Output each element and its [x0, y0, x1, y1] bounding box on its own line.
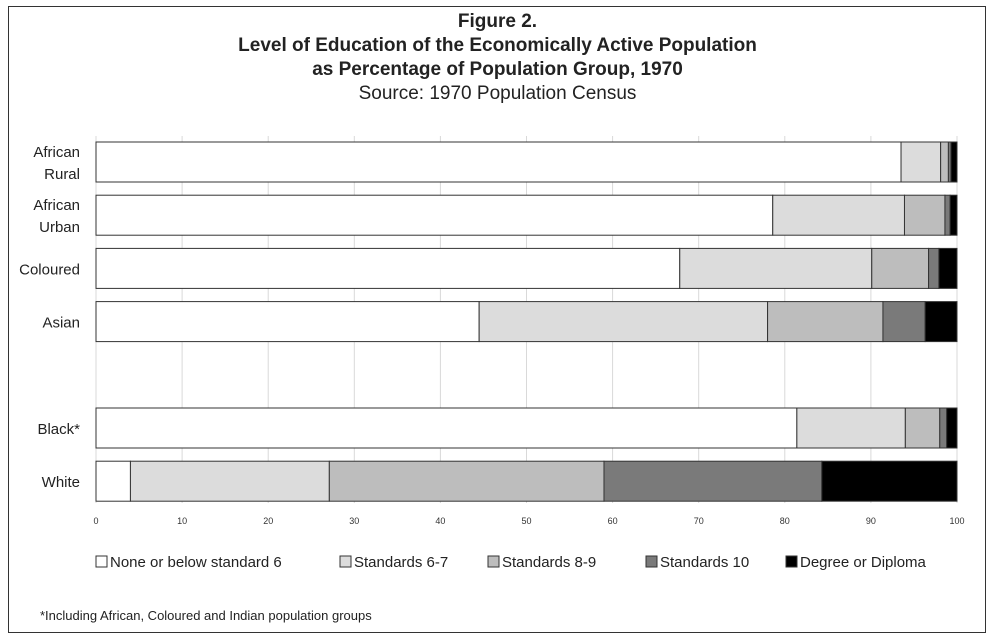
legend-swatch-1: [339, 555, 352, 568]
bar-segment-3-2: [767, 301, 884, 343]
legend-swatch-4: [785, 555, 798, 568]
bar-segment-2-0: [95, 247, 681, 289]
category-label-6-0: White: [42, 474, 80, 491]
x-tick-label-50: 50: [521, 516, 531, 526]
x-tick-label-0: 0: [93, 516, 98, 526]
legend-label-3: Standards 10: [660, 554, 749, 571]
bar-segment-2-3: [928, 247, 940, 289]
chart-title-block: Figure 2. Level of Education of the Econ…: [0, 10, 995, 106]
legend-swatch-2: [487, 555, 500, 568]
bar-segment-1-3: [944, 194, 951, 236]
bar-segment-3-1: [478, 301, 769, 343]
footnote: *Including African, Coloured and Indian …: [40, 608, 372, 623]
category-label-3-0: Asian: [42, 315, 80, 332]
bar-segment-6-2: [328, 460, 605, 502]
bar-segment-6-1: [129, 460, 330, 502]
chart-title-line-2: Level of Education of the Economically A…: [238, 35, 757, 56]
category-label-0-1: Rural: [44, 166, 80, 183]
bar-segment-1-0: [95, 194, 774, 236]
x-tick-label-70: 70: [694, 516, 704, 526]
category-label-1-0: African: [33, 197, 80, 214]
bar-segment-5-0: [95, 407, 798, 449]
bar-segment-1-1: [772, 194, 905, 236]
x-tick-label-30: 30: [349, 516, 359, 526]
x-tick-label-90: 90: [866, 516, 876, 526]
bar-segment-3-4: [924, 301, 958, 343]
bar-segment-0-1: [900, 141, 942, 183]
bar-segment-3-3: [882, 301, 926, 343]
x-tick-label-60: 60: [608, 516, 618, 526]
bar-segment-1-2: [903, 194, 946, 236]
bar-segment-5-1: [796, 407, 906, 449]
bar-segment-0-0: [95, 141, 902, 183]
bar-segment-0-2: [940, 141, 949, 183]
legend-label-1: Standards 6-7: [354, 554, 448, 571]
legend-label-2: Standards 8-9: [502, 554, 596, 571]
legend-swatch-0: [95, 555, 108, 568]
legend-label-4: Degree or Diploma: [800, 554, 927, 571]
legend-swatch-3: [645, 555, 658, 568]
bar-segment-3-0: [95, 301, 480, 343]
bar-segment-5-2: [904, 407, 941, 449]
bar-segment-5-3: [939, 407, 948, 449]
legend-label-0: None or below standard 6: [110, 554, 282, 571]
x-tick-label-80: 80: [780, 516, 790, 526]
chart-subtitle: Source: 1970 Population Census: [358, 83, 637, 104]
bar-segment-6-3: [603, 460, 823, 502]
category-label-5-0: Black*: [37, 421, 80, 438]
x-tick-label-100: 100: [949, 516, 964, 526]
bar-segment-2-1: [679, 247, 873, 289]
chart-title-line-3: as Percentage of Population Group, 1970: [312, 59, 683, 80]
x-tick-label-40: 40: [435, 516, 445, 526]
category-label-1-1: Urban: [39, 219, 80, 236]
bar-segment-0-4: [950, 141, 958, 183]
category-label-2-0: Coloured: [19, 261, 80, 278]
x-tick-label-20: 20: [263, 516, 273, 526]
chart-title-line-1: Figure 2.: [457, 11, 538, 32]
bar-segment-1-4: [949, 194, 958, 236]
category-label-0-0: African: [33, 144, 80, 161]
x-tick-label-10: 10: [177, 516, 187, 526]
bar-segment-6-0: [95, 460, 131, 502]
bar-segment-5-4: [946, 407, 958, 449]
bar-segment-2-4: [938, 247, 958, 289]
bar-segment-6-4: [821, 460, 958, 502]
bar-segment-2-2: [871, 247, 930, 289]
